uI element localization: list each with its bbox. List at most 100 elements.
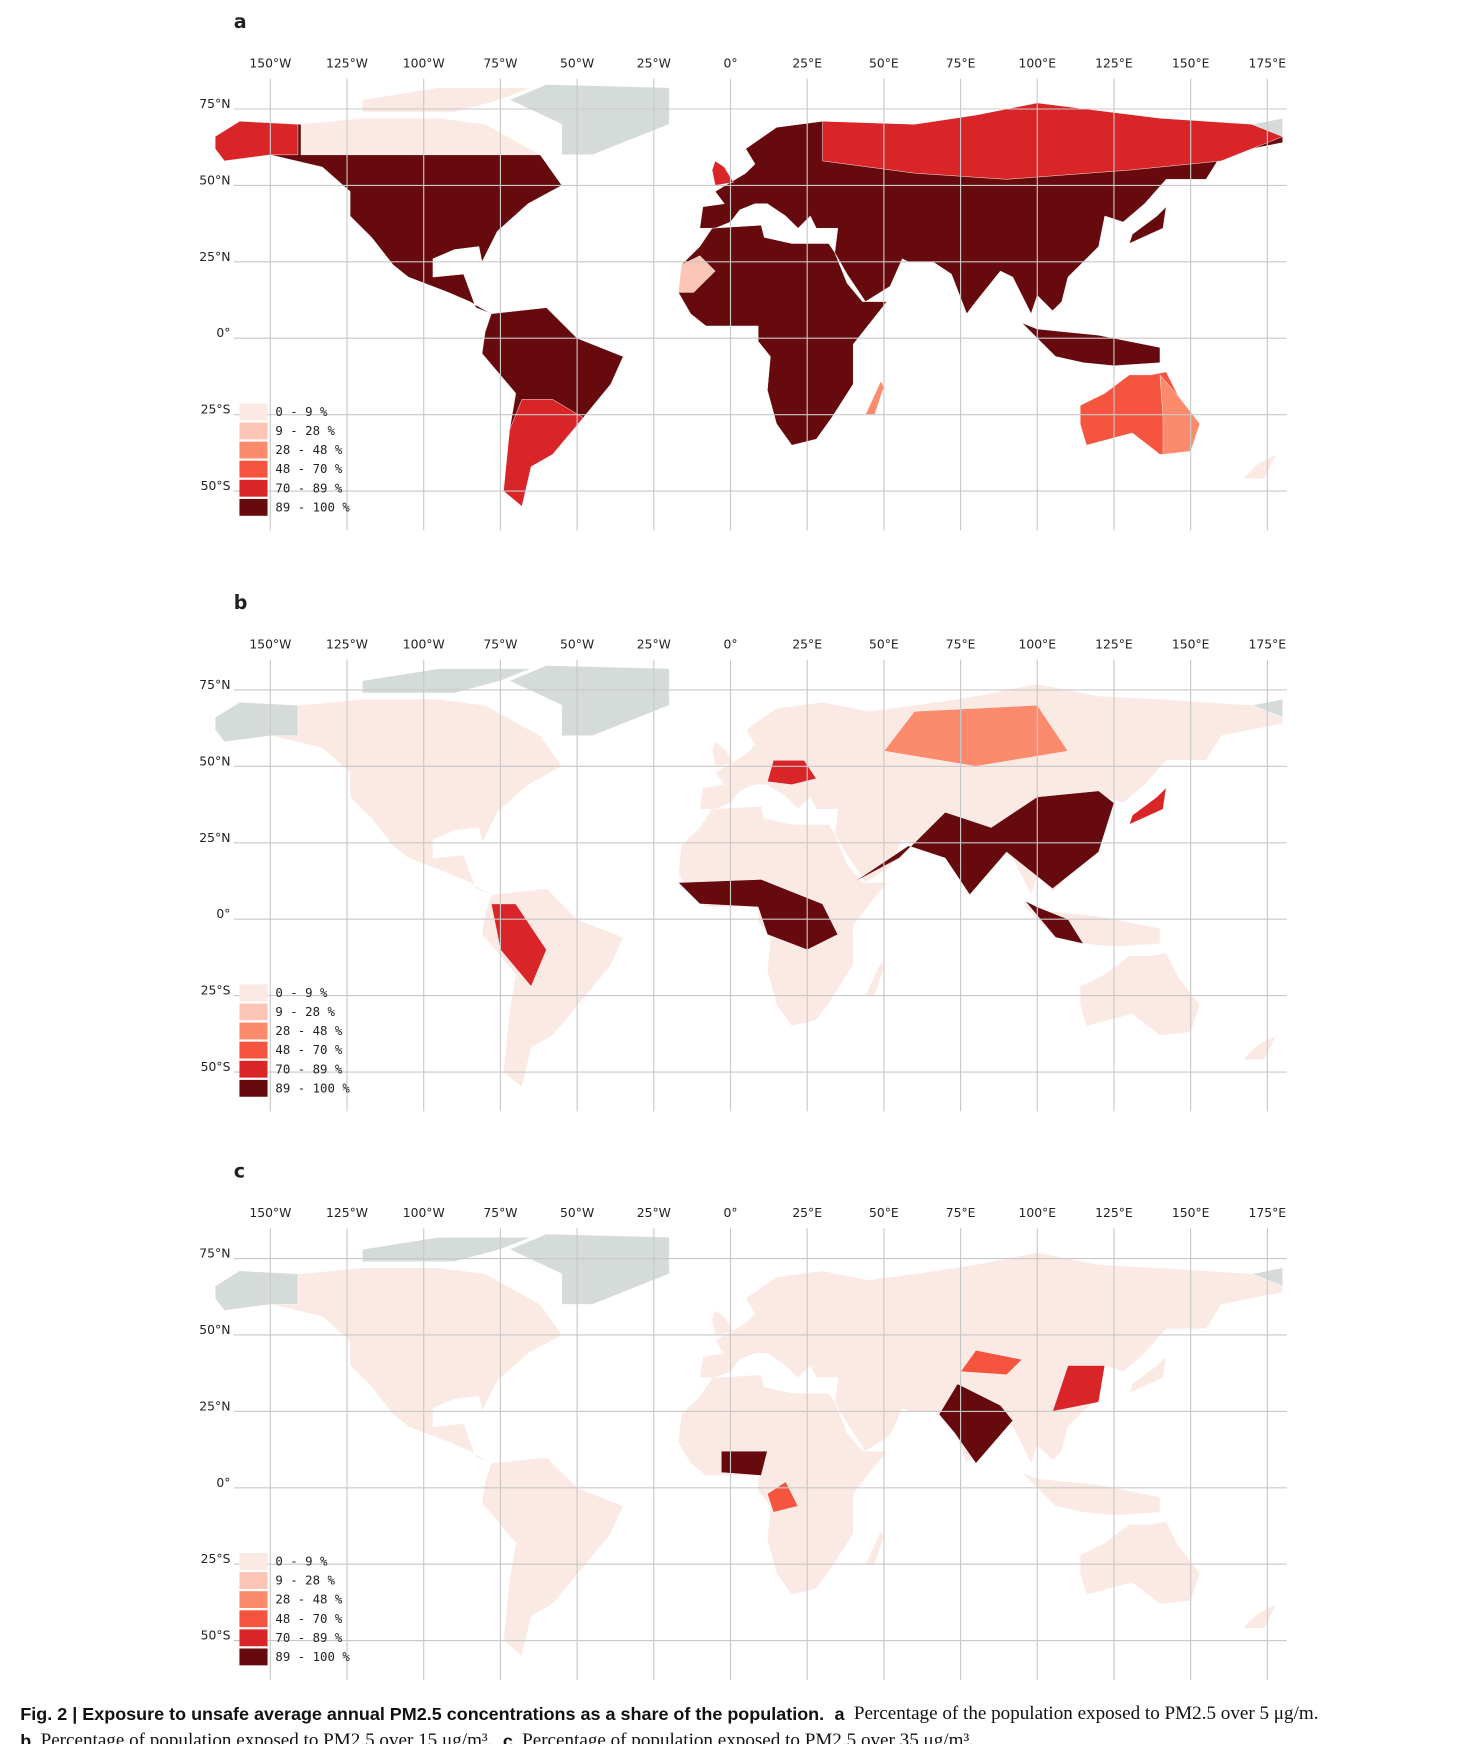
- lat-tick-label: 25°S: [201, 984, 231, 998]
- caption-key: b: [20, 1731, 31, 1744]
- region: [481, 1456, 624, 1657]
- lon-tick-label: 150°E: [1172, 1206, 1210, 1220]
- legend-label: 0 - 9 %: [275, 405, 328, 419]
- legend-swatch: [239, 1552, 268, 1570]
- map-panel: b 150°W 125°W 100°W 75°W 50°W 25°W 0° 25°E 50°E 75…: [199, 591, 1287, 1112]
- panel-label: b: [234, 591, 248, 614]
- lon-tick-label: 25°E: [792, 57, 822, 71]
- lat-tick-label: 0°: [216, 1476, 230, 1490]
- legend-label: 70 - 89 %: [275, 1062, 343, 1076]
- lat-tick-label: 25°N: [199, 1399, 230, 1413]
- region: [362, 668, 532, 694]
- land-layer: [214, 665, 1283, 1088]
- lat-tick-label: 25°N: [199, 831, 230, 845]
- lon-tick-label: 100°W: [403, 638, 445, 652]
- region: [1052, 1365, 1106, 1412]
- legend-label: 28 - 48 %: [275, 1593, 343, 1607]
- lon-tick-label: 25°W: [637, 1206, 671, 1220]
- legend-label: 0 - 9 %: [275, 986, 328, 1000]
- region: [1242, 1603, 1278, 1629]
- region: [214, 698, 563, 895]
- caption-line-2: b Percentage of population exposed to PM…: [20, 1730, 974, 1744]
- land-layer: [214, 84, 1284, 507]
- region: [767, 1481, 799, 1513]
- map-panel: c 150°W 125°W 100°W 75°W 50°W 25°W 0° 25°E 50°E 75…: [199, 1160, 1287, 1680]
- region: [938, 1383, 1014, 1464]
- land-layer: [214, 1233, 1283, 1657]
- lon-tick-label: 175°E: [1249, 57, 1287, 71]
- lon-tick-label: 75°E: [946, 1206, 976, 1220]
- lon-tick-label: 175°E: [1249, 638, 1287, 652]
- lon-tick-label: 125°W: [326, 1206, 368, 1220]
- region: [1242, 1034, 1278, 1060]
- region: [509, 1233, 670, 1305]
- region: [1128, 787, 1167, 825]
- lat-tick-label: 25°S: [201, 1552, 231, 1566]
- lon-tick-label: 150°W: [249, 57, 291, 71]
- region: [300, 117, 542, 156]
- region: [214, 1267, 563, 1464]
- region: [214, 121, 299, 162]
- lon-tick-label: 25°W: [637, 638, 671, 652]
- region: [721, 1450, 768, 1476]
- lon-tick-label: 75°E: [946, 57, 976, 71]
- region: [1128, 206, 1167, 244]
- lon-tick-label: 150°W: [249, 638, 291, 652]
- legend-label: 48 - 70 %: [275, 1612, 343, 1626]
- lon-tick-label: 25°E: [792, 638, 822, 652]
- lon-tick-label: 125°E: [1095, 57, 1133, 71]
- map-panel: a 150°W 125°W 100°W 75°W 50°W 25°W 0° 25°E 50°E 75…: [199, 10, 1287, 531]
- lon-tick-label: 150°W: [249, 1206, 291, 1220]
- legend-label: 48 - 70 %: [275, 462, 343, 476]
- lon-tick-label: 125°E: [1095, 638, 1133, 652]
- lon-tick-label: 50°E: [869, 57, 899, 71]
- caption-key: a: [835, 1704, 846, 1724]
- region: [1079, 952, 1201, 1036]
- legend-label: 9 - 28 %: [275, 424, 335, 438]
- lon-tick-label: 50°E: [869, 1206, 899, 1220]
- region: [490, 903, 547, 987]
- legend-swatch: [239, 1079, 268, 1097]
- region: [865, 380, 885, 415]
- lon-tick-label: 75°W: [483, 638, 517, 652]
- lat-tick-label: 0°: [216, 907, 230, 921]
- legend-swatch: [239, 1610, 268, 1628]
- lat-tick-label: 50°N: [199, 1323, 230, 1337]
- legend-label: 48 - 70 %: [275, 1043, 343, 1057]
- legend-swatch: [239, 1022, 268, 1040]
- lon-tick-label: 150°E: [1172, 638, 1210, 652]
- region: [362, 1236, 532, 1262]
- region: [503, 399, 584, 507]
- lat-tick-label: 25°S: [201, 403, 231, 417]
- region: [960, 1350, 1023, 1375]
- lon-tick-label: 25°W: [637, 57, 671, 71]
- region: [1079, 1521, 1201, 1605]
- caption-title: Fig. 2 | Exposure to unsafe average annu…: [20, 1704, 824, 1724]
- legend-swatch: [239, 1003, 268, 1021]
- lon-tick-label: 125°E: [1095, 1206, 1133, 1220]
- lat-tick-label: 50°N: [199, 173, 230, 187]
- legend-label: 28 - 48 %: [275, 1024, 343, 1038]
- lat-tick-label: 50°N: [199, 754, 230, 768]
- legend-label: 70 - 89 %: [275, 1631, 343, 1645]
- lon-tick-label: 0°: [723, 1206, 737, 1220]
- lat-tick-label: 0°: [216, 326, 230, 340]
- caption-text: Percentage of the population exposed to …: [854, 1703, 1319, 1724]
- legend-swatch: [239, 422, 268, 440]
- lon-tick-label: 25°E: [792, 1206, 822, 1220]
- lon-tick-label: 125°W: [326, 638, 368, 652]
- legend-label: 89 - 100 %: [275, 1081, 350, 1095]
- lat-tick-label: 75°N: [199, 678, 230, 692]
- lat-tick-label: 75°N: [199, 1247, 230, 1261]
- lon-tick-label: 100°W: [403, 57, 445, 71]
- region: [509, 84, 670, 156]
- legend-swatch: [239, 479, 268, 497]
- lat-tick-label: 25°N: [199, 250, 230, 264]
- lon-tick-label: 175°E: [1249, 1206, 1287, 1220]
- lon-tick-label: 0°: [723, 638, 737, 652]
- lon-tick-label: 50°W: [560, 57, 594, 71]
- region: [678, 255, 716, 293]
- region: [699, 683, 1283, 896]
- region: [214, 1270, 299, 1311]
